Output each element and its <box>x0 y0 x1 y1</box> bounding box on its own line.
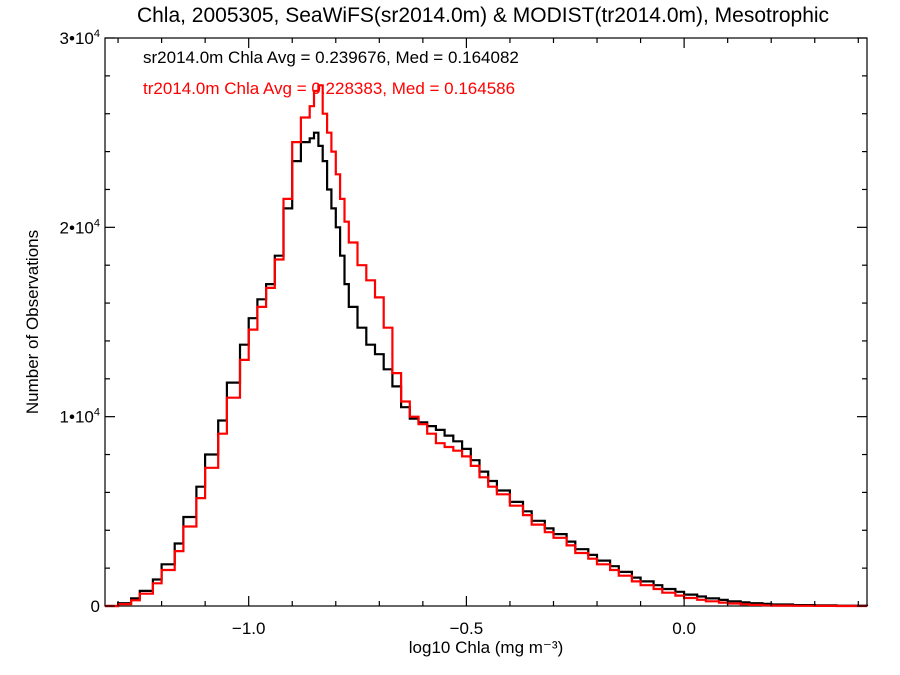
series-1-line <box>105 131 869 608</box>
x-axis-label: log10 Chla (mg m⁻³) <box>409 638 563 657</box>
x-tick-label: −1.0 <box>232 619 266 638</box>
series-layer <box>105 84 869 608</box>
y-tick-label: 3•104 <box>60 28 100 48</box>
y-axis-label: Number of Observations <box>23 230 42 414</box>
series-2-line <box>105 84 867 608</box>
plot-area: −1.0 −0.5 0.0 0 1•104 2•104 3•104 <box>60 28 869 638</box>
y-tick-label: 1•104 <box>60 407 100 427</box>
legend-series-1-stats: sr2014.0m Chla Avg = 0.239676, Med = 0.1… <box>143 48 519 67</box>
ticks-layer: −1.0 −0.5 0.0 0 1•104 2•104 3•104 <box>60 28 867 638</box>
legend-series-2-stats: tr2014.0m Chla Avg = 0.228383, Med = 0.1… <box>143 79 515 98</box>
chart-title: Chla, 2005305, SeaWiFS(sr2014.0m) & MODI… <box>137 4 829 27</box>
y-tick-label: 0 <box>91 597 100 616</box>
y-tick-label: 2•104 <box>60 217 100 237</box>
plot-frame <box>104 37 868 607</box>
x-tick-label: −0.5 <box>450 619 484 638</box>
x-tick-label: 0.0 <box>672 619 696 638</box>
